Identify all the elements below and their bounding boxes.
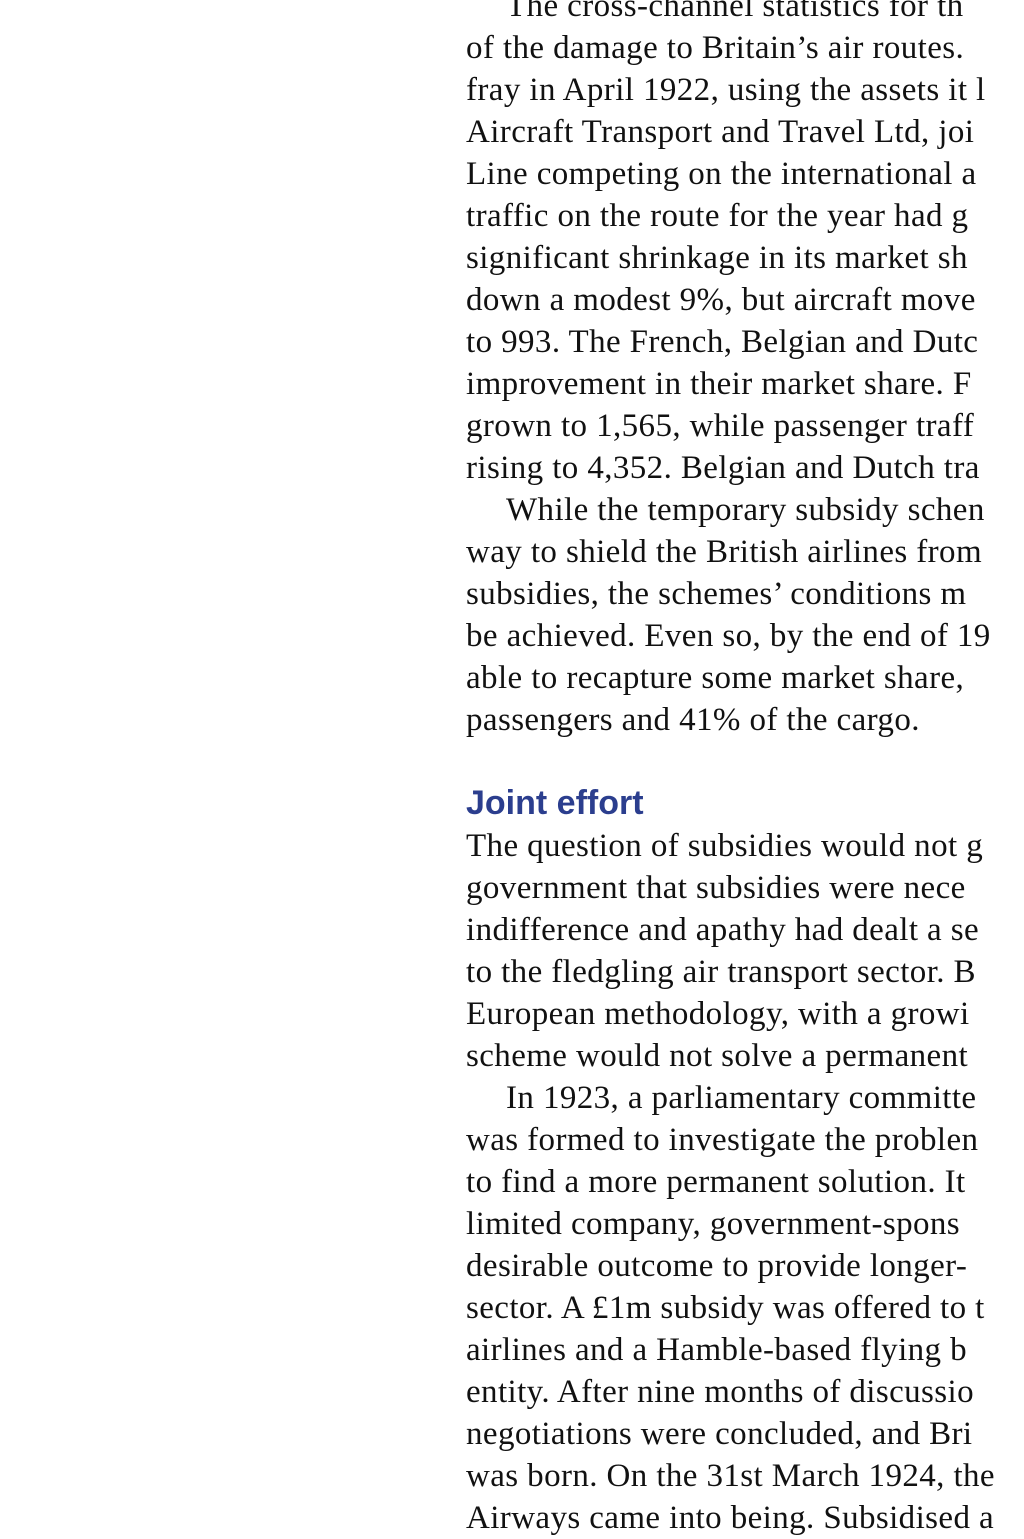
- text-line: be achieved. Even so, by the end of 19: [466, 618, 991, 654]
- text-line: sector. A £1m subsidy was offered to t: [466, 1290, 985, 1326]
- text-line: desirable outcome to provide longer-: [466, 1248, 968, 1284]
- text-line: to the fledgling air transport sector. B: [466, 954, 976, 990]
- text-line: indifference and apathy had dealt a se: [466, 912, 980, 948]
- text-line: airlines and a Hamble-based flying b: [466, 1332, 967, 1368]
- text-line: negotiations were concluded, and Bri: [466, 1416, 973, 1452]
- text-line: to 993. The French, Belgian and Dutc: [466, 324, 979, 360]
- text-line: Line competing on the international a: [466, 156, 977, 192]
- text-line: way to shield the British airlines from: [466, 534, 983, 570]
- text-line: The cross-channel statistics for th: [506, 0, 964, 24]
- text-line: European methodology, with a growi: [466, 996, 970, 1032]
- text-line: rising to 4,352. Belgian and Dutch tra: [466, 450, 980, 486]
- text-line: In 1923, a parliamentary committe: [506, 1080, 977, 1116]
- text-line: was born. On the 31st March 1924, the: [466, 1458, 995, 1494]
- text-line: Aircraft Transport and Travel Ltd, joi: [466, 114, 975, 150]
- text-line: down a modest 9%, but aircraft move: [466, 282, 976, 318]
- text-line: government that subsidies were nece: [466, 870, 966, 906]
- text-line: scheme would not solve a permanent: [466, 1038, 969, 1074]
- text-line: of the damage to Britain’s air routes.: [466, 30, 965, 66]
- section-heading: Joint effort: [466, 784, 644, 822]
- text-line: to find a more permanent solution. It: [466, 1164, 966, 1200]
- text-line: entity. After nine months of discussio: [466, 1374, 975, 1410]
- article-text-block-2: The question of subsidies would not g gov…: [466, 825, 1024, 1539]
- text-line: Airways came into being. Subsidised a: [466, 1500, 995, 1536]
- text-line: passengers and 41% of the cargo.: [466, 702, 920, 738]
- text-line: grown to 1,565, while passenger traff: [466, 408, 975, 444]
- article-text-block-1: The cross-channel statistics for th of th…: [466, 0, 1024, 741]
- text-line: improvement in their market share. F: [466, 366, 972, 402]
- text-line: fray in April 1922, using the assets it …: [466, 72, 986, 108]
- text-line: The question of subsidies would not g: [466, 828, 984, 864]
- text-line: subsidies, the schemes’ conditions m: [466, 576, 967, 612]
- text-line: While the temporary subsidy schen: [506, 492, 985, 528]
- text-line: was formed to investigate the problen: [466, 1122, 979, 1158]
- text-line: able to recapture some market share,: [466, 660, 965, 696]
- text-line: traffic on the route for the year had g: [466, 198, 969, 234]
- text-line: significant shrinkage in its market sh: [466, 240, 968, 276]
- text-line: limited company, government-spons: [466, 1206, 961, 1242]
